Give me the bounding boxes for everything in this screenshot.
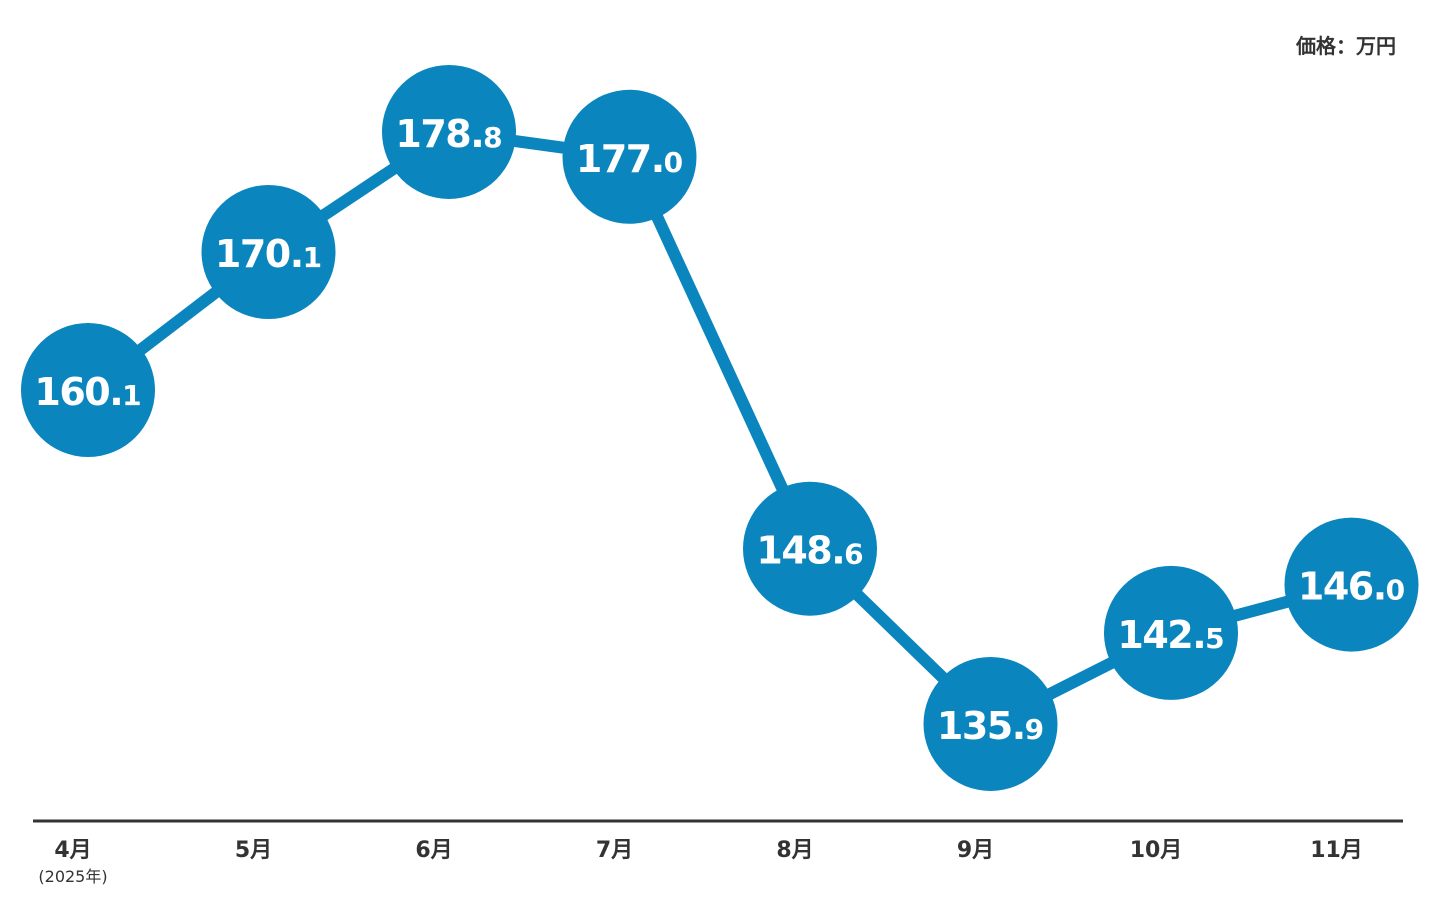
data-label-dec: 6	[844, 538, 863, 571]
x-tick-label: 10月	[1130, 838, 1183, 863]
data-label-dec: 5	[1205, 622, 1224, 655]
data-label-dec: 8	[483, 121, 502, 154]
x-tick-note: (2025年)	[38, 867, 107, 886]
x-tick-label: 8月	[776, 838, 813, 863]
data-label: 148.6	[756, 529, 863, 573]
data-label-int: 142.	[1117, 613, 1205, 657]
data-point-8: 146.0	[1284, 517, 1419, 652]
data-label: 135.9	[937, 704, 1044, 748]
data-point-circle	[1104, 565, 1238, 700]
data-point-4: 177.0	[562, 89, 697, 224]
data-label-int: 178.	[395, 112, 483, 156]
data-label-int: 146.	[1298, 565, 1386, 609]
data-label-dec: 9	[1025, 713, 1044, 746]
data-label: 160.1	[34, 370, 141, 414]
data-label: 170.1	[215, 232, 322, 276]
data-label-dec: 1	[122, 379, 141, 412]
data-label-int: 170.	[215, 232, 303, 276]
data-point-6: 135.9	[923, 656, 1058, 791]
data-label-int: 135.	[937, 704, 1025, 748]
data-label: 178.8	[395, 112, 502, 156]
unit-label: 価格：万円	[1296, 34, 1396, 58]
data-point-3: 178.8	[382, 64, 516, 199]
x-tick-labels: 4月 (2025年) 5月 6月 7月 8月 9月 10月 11月	[38, 838, 1362, 886]
data-point-circle	[1284, 517, 1419, 652]
data-point-circle	[201, 185, 336, 319]
data-label-int: 148.	[756, 529, 844, 573]
data-label-dec: 0	[1386, 574, 1405, 607]
data-point-circle	[923, 656, 1058, 791]
x-tick-label: 9月	[957, 838, 994, 863]
data-point-7: 142.5	[1104, 565, 1238, 700]
data-point-circle	[562, 89, 697, 224]
data-label-int: 160.	[34, 370, 122, 414]
data-label-dec: 0	[664, 146, 683, 179]
data-label: 177.0	[576, 137, 683, 181]
data-point-circle	[743, 481, 877, 616]
x-tick-label: 4月	[54, 838, 91, 863]
data-point-circle	[382, 64, 516, 199]
data-point-circle	[21, 323, 155, 457]
data-point-1: 160.1	[21, 323, 155, 457]
data-label-dec: 1	[303, 241, 322, 274]
data-label: 142.5	[1117, 613, 1224, 657]
x-tick-label: 11月	[1310, 838, 1363, 863]
data-label: 146.0	[1298, 565, 1405, 609]
x-tick-label: 7月	[596, 838, 633, 863]
data-point-5: 148.6	[743, 481, 877, 616]
data-point-2: 170.1	[201, 185, 336, 319]
x-tick-label: 5月	[235, 838, 272, 863]
data-label-int: 177.	[576, 137, 664, 181]
x-tick-label: 6月	[415, 838, 452, 863]
